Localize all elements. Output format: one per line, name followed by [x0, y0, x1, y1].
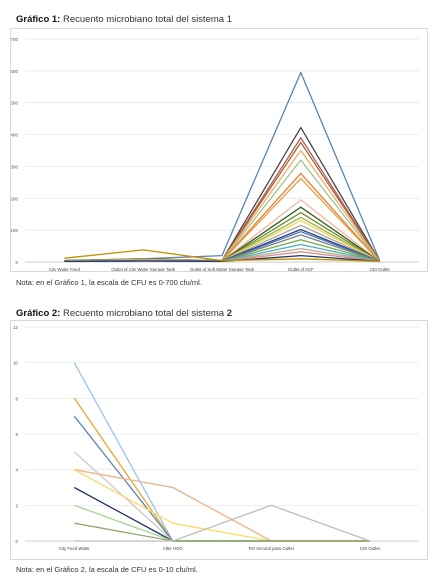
chart2-plot: 0 2 4 6 8 10 12 City Feed Water After HOG RO Seco…: [13, 325, 419, 551]
chart2-heading: Gráfico 2: Recuento microbiano total del…: [16, 308, 232, 319]
chart1-series-line-16: [64, 231, 380, 263]
chart1-y-tick-label: 0: [15, 260, 18, 265]
chart1-series-line-5: [64, 149, 381, 262]
chart1-x-tick-label: Outlet of City Water Storage Tank: [111, 267, 176, 271]
chart2-x-tick-label: After HOG: [163, 546, 184, 551]
chart2-x-tick-label: CDI Outlet: [360, 546, 381, 551]
chart1-x-tick-label: City Water Feed: [49, 267, 80, 271]
chart1-heading-text: Recuento microbiano total del sistema 1: [63, 14, 232, 25]
chart2-heading-number: 2: [226, 308, 232, 319]
chart2-x-tick-label: City Feed Water: [59, 546, 90, 551]
chart1-y-tick-label: 600: [11, 69, 18, 74]
chart2-y-tick-label: 0: [15, 539, 18, 544]
chart2-y-tick-label: 2: [15, 503, 18, 508]
chart2-heading-label: Gráfico 2:: [16, 308, 61, 319]
chart1-y-tick-label: 200: [11, 196, 18, 201]
chart1-y-tick-label: 400: [11, 133, 18, 138]
chart1-y-tick-label: 100: [11, 228, 18, 233]
chart1-plot: 0 100 200 300 400 500 600 700 City Water Feed Out…: [11, 37, 419, 271]
chart2-y-tick-label: 6: [15, 432, 18, 437]
chart2-x-tick-label: RO Second pass Outlet: [249, 546, 295, 551]
chart2-y-tick-label: 8: [15, 396, 18, 401]
chart1-heading: Gráfico 1: Recuento microbiano total del…: [16, 14, 232, 25]
chart2-series-line-11: [74, 504, 371, 542]
chart1-y-tick-label: 500: [11, 101, 18, 106]
chart2-heading-text: Recuento microbiano total del sistema: [63, 308, 225, 319]
chart1-frame: 0 100 200 300 400 500 600 700 City Water Feed Out…: [10, 28, 428, 272]
chart1-series-line-22: [64, 254, 380, 263]
chart2-note: Nota: en el Gráfico 2, la escala de CFU …: [16, 565, 198, 574]
chart2-y-tick-label: 12: [13, 325, 19, 330]
chart1-heading-label: Gráfico 1:: [16, 14, 61, 25]
chart1-x-tick-label: CDI Outlet: [370, 267, 391, 271]
chart1-note: Nota: en el Gráfico 1, la escala de CFU …: [16, 278, 202, 287]
chart2-y-tick-label: 10: [13, 361, 19, 366]
chart2-frame: 0 2 4 6 8 10 12 City Feed Water After HOG RO Seco…: [10, 320, 428, 560]
chart1-y-tick-label: 300: [11, 164, 18, 169]
chart2-series-line-3: [73, 415, 370, 542]
chart1-y-tick-label: 700: [11, 37, 18, 42]
chart1-x-tick-label: Outlet of Soft Water Storage Tank: [190, 267, 255, 271]
chart1-series-line-23: [64, 249, 380, 263]
chart1-x-tick-label: Outlet of ACF: [288, 267, 314, 271]
chart2-series-line-4: [73, 451, 370, 542]
chart2-series-line-10: [74, 522, 370, 542]
chart2-y-tick-label: 4: [15, 468, 18, 473]
